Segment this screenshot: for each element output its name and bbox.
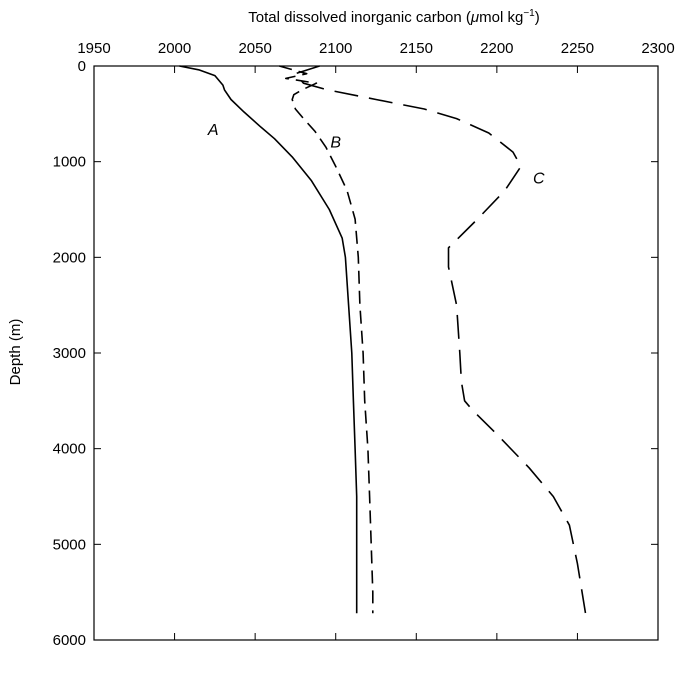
x-tick-label: 2050 bbox=[238, 40, 271, 57]
x-tick-label: 2200 bbox=[480, 40, 513, 57]
x-axis-title-unit: mol kg bbox=[479, 9, 523, 26]
curve-label-c: C bbox=[533, 171, 545, 188]
curve-label-b: B bbox=[330, 134, 341, 151]
series-line-b bbox=[279, 65, 374, 614]
curve-labels: A B C bbox=[207, 122, 545, 188]
x-axis-title-close: ) bbox=[535, 9, 540, 26]
y-axis-title: Depth (m) bbox=[7, 319, 24, 386]
x-axis-title-main: Total dissolved inorganic carbon ( bbox=[248, 9, 471, 26]
plot-border bbox=[93, 65, 659, 641]
y-tick-label: 0 bbox=[78, 58, 86, 75]
y-tick-label: 5000 bbox=[53, 536, 86, 553]
y-tick-label: 6000 bbox=[53, 632, 86, 649]
series-line-a bbox=[179, 65, 358, 614]
x-tick-label: 2150 bbox=[400, 40, 433, 57]
y-axis-ticks: 0 1000 2000 3000 4000 5000 6000 bbox=[53, 58, 658, 649]
y-tick-label: 1000 bbox=[53, 154, 86, 171]
plot-frame bbox=[93, 65, 659, 641]
curve-label-a: A bbox=[207, 122, 219, 139]
x-tick-label: 2250 bbox=[561, 40, 594, 57]
series-layer bbox=[179, 65, 587, 614]
series-line-c bbox=[294, 65, 587, 614]
x-tick-label: 1950 bbox=[77, 40, 110, 57]
y-tick-label: 4000 bbox=[53, 441, 86, 458]
y-tick-label: 3000 bbox=[53, 345, 86, 362]
x-tick-label: 2000 bbox=[158, 40, 191, 57]
x-axis-title: Total dissolved inorganic carbon (μmol k… bbox=[248, 8, 539, 26]
x-tick-label: 2100 bbox=[319, 40, 352, 57]
y-tick-label: 2000 bbox=[53, 249, 86, 266]
x-tick-label: 2300 bbox=[641, 40, 674, 57]
x-axis-title-mu: μ bbox=[470, 9, 479, 26]
x-axis-ticks: 1950 2000 2050 2100 2150 2200 2250 2300 bbox=[77, 40, 675, 640]
x-axis-title-sup: −1 bbox=[523, 8, 535, 19]
